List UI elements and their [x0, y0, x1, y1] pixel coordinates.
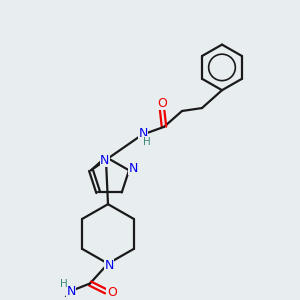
Text: N: N	[138, 127, 148, 140]
Text: N: N	[128, 162, 138, 175]
Text: H: H	[143, 137, 151, 147]
Text: O: O	[157, 97, 167, 110]
Text: N: N	[66, 285, 76, 298]
Text: N: N	[100, 154, 110, 166]
Text: O: O	[107, 286, 117, 299]
Text: N: N	[104, 259, 114, 272]
Text: H: H	[60, 280, 68, 290]
